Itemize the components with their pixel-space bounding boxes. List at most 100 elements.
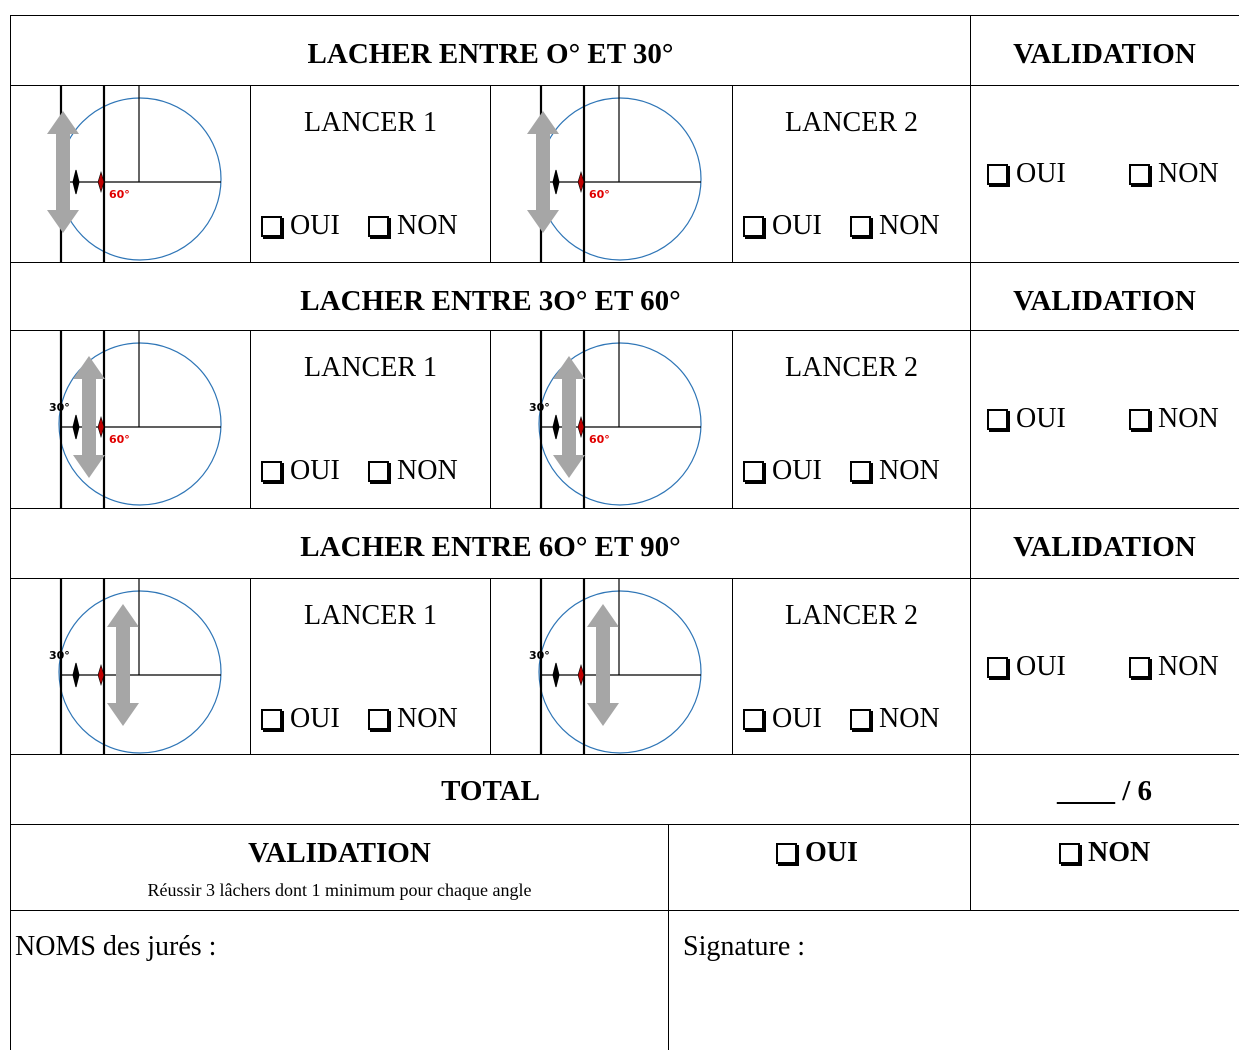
total-label: TOTAL	[441, 775, 540, 807]
option-no: NON	[368, 210, 458, 242]
option-label: NON	[1158, 403, 1219, 434]
option-yes: OUI	[743, 210, 822, 242]
validation-cell: OUI NON	[970, 578, 1239, 755]
option-label: OUI	[772, 455, 822, 486]
checkbox	[776, 842, 797, 864]
marker	[97, 170, 105, 194]
section-title: LACHER ENTRE O° ET 30°	[307, 38, 674, 70]
section-title: LACHER ENTRE 6O° ET 90°	[300, 531, 681, 563]
option-label: NON	[397, 455, 458, 486]
double-arrow	[107, 604, 139, 726]
option-label: OUI	[805, 837, 858, 868]
target-figure: 60°	[47, 86, 222, 262]
throw-cell: LANCER 2 OUI NON	[732, 85, 971, 263]
angle-label: 60°	[589, 433, 610, 446]
section-header: LACHER ENTRE O° ET 30°	[10, 15, 971, 86]
angle-label: 60°	[109, 188, 130, 201]
marker	[97, 415, 105, 439]
total-score: ____ / 6	[1056, 775, 1153, 807]
final-yes-cell: OUI	[668, 824, 971, 911]
target-figure: 30° 60°	[529, 331, 702, 508]
final-no-cell: NON	[970, 824, 1239, 911]
angle-label: 60°	[109, 433, 130, 446]
angle-label: 30°	[529, 649, 550, 662]
target-circle	[58, 342, 222, 506]
angle-label: 30°	[49, 401, 70, 414]
option-no: NON	[1129, 158, 1219, 190]
target-figure: 30°	[529, 579, 702, 754]
option-label: OUI	[1016, 403, 1066, 434]
checkbox	[368, 215, 389, 237]
checkbox	[368, 460, 389, 482]
checkbox	[850, 215, 871, 237]
signature-label: Signature :	[683, 931, 806, 962]
final-validation-cell: VALIDATION Réussir 3 lâchers dont 1 minim…	[10, 824, 669, 911]
validation-header: VALIDATION	[970, 262, 1239, 331]
option-label: NON	[879, 703, 940, 734]
target-circle	[58, 97, 222, 261]
validation-title: VALIDATION	[1013, 38, 1196, 70]
marker	[546, 662, 569, 688]
option-yes: OUI	[776, 837, 858, 869]
throw-label: LANCER 1	[304, 107, 437, 138]
total-cell: TOTAL	[10, 754, 971, 825]
throw-cell: LANCER 2 OUI NON	[732, 578, 971, 755]
option-label: NON	[879, 210, 940, 241]
option-label: OUI	[1016, 651, 1066, 682]
option-no: NON	[368, 455, 458, 487]
option-no: NON	[368, 703, 458, 735]
checkbox	[1129, 656, 1150, 678]
angle-label: 30°	[529, 401, 550, 414]
option-no: NON	[850, 455, 940, 487]
throw-cell: LANCER 2 OUI NON	[732, 330, 971, 509]
target-circle	[538, 97, 702, 261]
checkbox	[261, 708, 282, 730]
option-no: NON	[850, 703, 940, 735]
option-yes: OUI	[261, 455, 340, 487]
throw-label: LANCER 1	[304, 600, 437, 631]
checkbox	[261, 460, 282, 482]
option-label: NON	[397, 703, 458, 734]
option-yes: OUI	[987, 158, 1066, 190]
validation-title: VALIDATION	[1013, 285, 1196, 317]
double-arrow	[527, 111, 559, 233]
figure-cell: 30° 60°	[490, 330, 733, 509]
option-yes: OUI	[987, 403, 1066, 435]
throw-label: LANCER 2	[785, 107, 918, 138]
checkbox	[850, 460, 871, 482]
throw-cell: LANCER 1 OUI NON	[250, 85, 491, 263]
figure-cell: 60°	[10, 85, 251, 263]
option-label: OUI	[1016, 158, 1066, 189]
checkbox	[743, 708, 764, 730]
marker	[577, 170, 585, 194]
marker	[577, 415, 585, 439]
target-circle	[58, 590, 222, 754]
target-figure: 30°	[49, 579, 222, 754]
checkbox	[261, 215, 282, 237]
figure-cell: 30° 60°	[10, 330, 251, 509]
option-yes: OUI	[743, 703, 822, 735]
final-validation-title: VALIDATION	[248, 837, 431, 869]
checkbox	[987, 163, 1008, 185]
double-arrow	[587, 604, 619, 726]
judges-label: NOMS des jurés :	[15, 931, 217, 962]
option-no: NON	[1059, 837, 1150, 869]
option-no: NON	[1129, 403, 1219, 435]
double-arrow	[553, 356, 585, 478]
validation-header: VALIDATION	[970, 15, 1239, 86]
validation-header: VALIDATION	[970, 508, 1239, 579]
double-arrow	[73, 356, 105, 478]
target-figure: 30° 60°	[49, 331, 222, 508]
target-circle	[538, 590, 702, 754]
signature-cell: Signature :	[668, 910, 1239, 1050]
checkbox	[743, 215, 764, 237]
option-yes: OUI	[261, 210, 340, 242]
option-label: NON	[1158, 651, 1219, 682]
figure-cell: 30°	[10, 578, 251, 755]
checkbox	[850, 708, 871, 730]
score-cell: ____ / 6	[970, 754, 1239, 825]
marker	[66, 662, 89, 688]
checkbox	[987, 408, 1008, 430]
angle-label: 30°	[49, 649, 70, 662]
